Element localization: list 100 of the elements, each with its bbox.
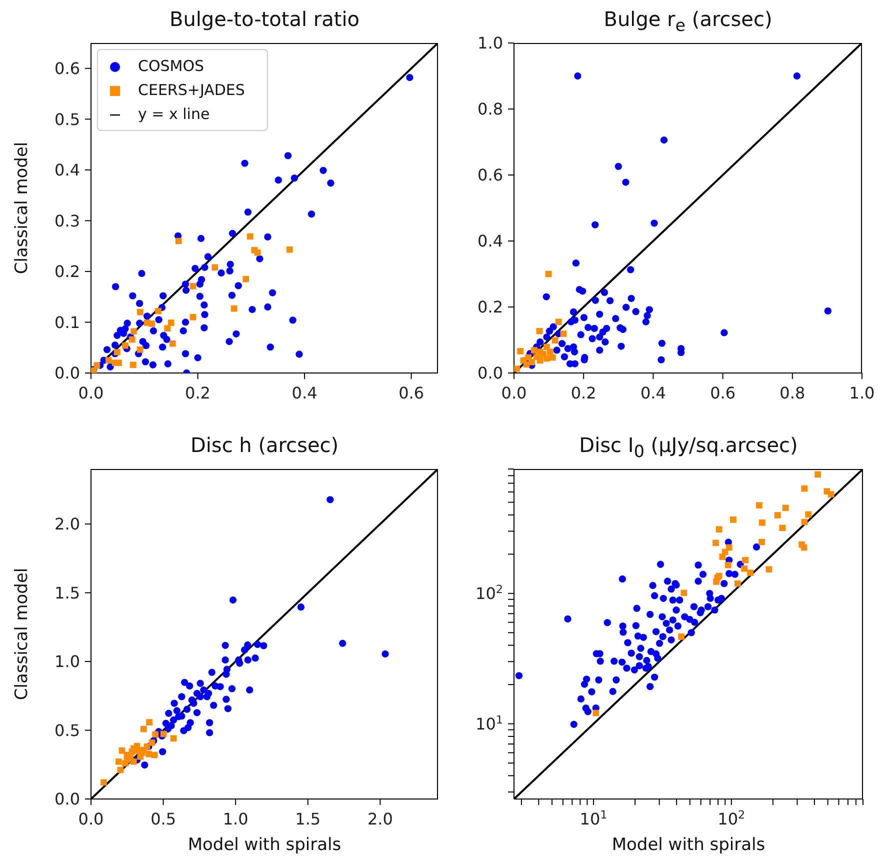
x-axis-title: Model with spirals [610, 835, 766, 855]
x-axis-title: Model with spirals [186, 835, 342, 855]
point [151, 752, 158, 758]
point [152, 731, 159, 738]
x-tick-label: 0.6 [398, 383, 424, 402]
y-tick-label: 0.5 [54, 110, 80, 129]
y-tick-label: 0.0 [478, 364, 503, 383]
y-tick-label: 1.5 [54, 583, 80, 602]
point [222, 670, 230, 678]
x-tick-label: 0.2 [185, 383, 210, 402]
point [286, 246, 293, 253]
point [196, 680, 204, 687]
point [118, 747, 126, 754]
point [254, 250, 261, 256]
point [170, 340, 176, 347]
y-tick-label: 0.0 [54, 790, 80, 809]
point [549, 354, 556, 361]
y-tick-label: 1.0 [478, 34, 503, 53]
point [200, 686, 208, 694]
point [100, 779, 107, 786]
point [246, 233, 254, 240]
point [552, 337, 558, 344]
point [114, 349, 120, 356]
point [244, 641, 252, 649]
point [252, 654, 259, 662]
y-tick-label: 10$^{1}$ [476, 712, 503, 734]
point [105, 357, 112, 364]
point [162, 720, 170, 727]
point [128, 336, 136, 343]
y-tick-label: 0.3 [54, 211, 80, 230]
point [130, 362, 136, 368]
chart-title: Disc h (arcsec) [189, 433, 340, 457]
point [254, 640, 262, 648]
legend-label: y = x line [138, 105, 210, 123]
x-tick-label: 2.0 [367, 809, 393, 828]
y-tick-label: 0.2 [54, 262, 80, 282]
y-tick-label: 1.0 [54, 652, 80, 672]
x-tick-label: 1.0 [849, 383, 875, 402]
point [222, 696, 230, 703]
point [244, 656, 252, 664]
point [531, 347, 538, 354]
legend-label: CEERS+JADES [138, 81, 245, 99]
point [229, 596, 237, 604]
point [164, 325, 171, 332]
point [94, 362, 100, 369]
y-tick-label: 0.4 [54, 160, 80, 180]
y-tick-label: 2.0 [54, 514, 80, 534]
y-tick-label: 0.8 [478, 100, 503, 119]
point [544, 355, 550, 362]
point [528, 358, 535, 366]
point [560, 330, 567, 337]
point [122, 342, 128, 349]
point [555, 318, 562, 326]
y-tick-label: 0.1 [54, 312, 80, 332]
point [210, 702, 218, 709]
point [206, 719, 214, 726]
x-tick-label: 10$^{2}$ [718, 808, 746, 828]
y-tick-label: 0.5 [54, 720, 80, 740]
point [536, 357, 544, 364]
point [116, 360, 122, 366]
x-tick-label: 0.8 [780, 383, 806, 402]
point [212, 682, 219, 690]
x-tick-label: 0.5 [150, 809, 176, 828]
x-tick-label: 10$^{1}$ [580, 808, 608, 828]
point [183, 706, 191, 713]
x-tick-label: 0.6 [710, 383, 736, 402]
point [117, 766, 124, 774]
point [173, 707, 180, 714]
point [222, 642, 229, 649]
point [146, 719, 152, 726]
point [206, 729, 214, 736]
point [547, 348, 554, 356]
point [240, 646, 248, 654]
y-tick-label: 0.0 [54, 364, 80, 383]
point [178, 693, 186, 700]
point [339, 640, 346, 647]
x-tick-label: 0.0 [78, 383, 104, 402]
point [230, 305, 238, 312]
point [170, 700, 178, 707]
point [545, 270, 552, 278]
point [297, 603, 305, 611]
point [170, 735, 177, 742]
chart-title: Bulge r$_{e}$ (arcsec) [602, 7, 774, 35]
point [208, 668, 216, 676]
point [203, 693, 211, 700]
x-tick-label: 0.2 [570, 383, 596, 402]
x-tick-label: 0.4 [640, 383, 666, 402]
point [165, 710, 172, 717]
x-tick-label: 1.5 [295, 809, 321, 828]
point [130, 328, 137, 335]
point [148, 320, 156, 327]
point [228, 685, 236, 692]
point [115, 758, 122, 765]
y-tick-label: 0.4 [478, 232, 503, 251]
point [168, 320, 174, 326]
point [236, 660, 244, 667]
y-tick-label: 0.2 [478, 298, 503, 317]
y-tick-label: 0.6 [54, 58, 80, 78]
point [224, 705, 232, 712]
point [190, 314, 196, 320]
